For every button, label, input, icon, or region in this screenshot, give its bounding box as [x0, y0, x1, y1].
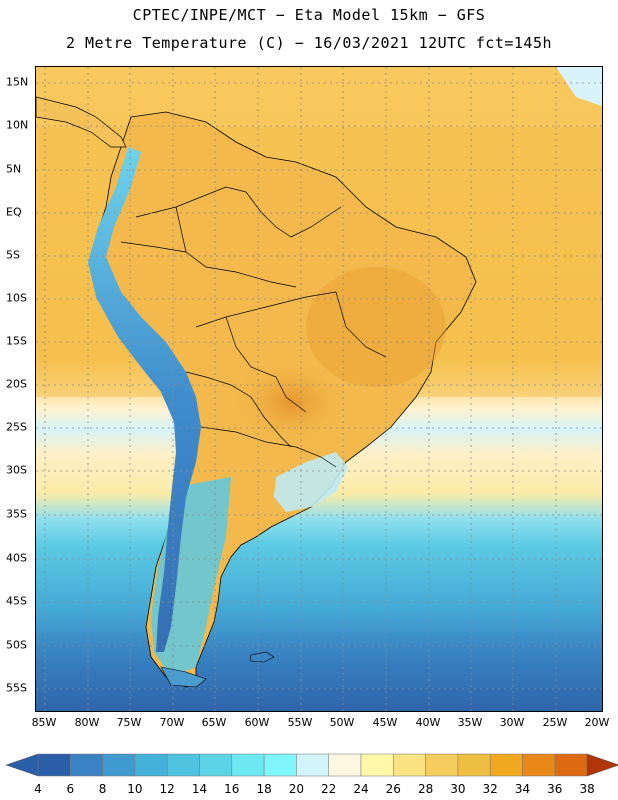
- central-america: [36, 96, 127, 148]
- colorbar-label: 22: [321, 782, 337, 796]
- colorbar-label: 24: [353, 782, 369, 796]
- lon-label-65w: 65W: [201, 716, 227, 729]
- lon-label-70w: 70W: [159, 716, 185, 729]
- lat-label-10s: 10S: [6, 291, 27, 305]
- colorbar-swatch: [425, 753, 459, 777]
- colorbar-label: 4: [34, 782, 42, 796]
- colorbar-label: 28: [417, 782, 434, 796]
- colorbar-swatch: [263, 753, 297, 777]
- colorbar-swatch: [328, 753, 362, 777]
- lon-label-75w: 75W: [116, 716, 142, 729]
- lon-label-55w: 55W: [287, 716, 313, 729]
- colorbar-label: 18: [256, 782, 272, 796]
- colorbar-swatch: [134, 753, 168, 777]
- colorbar-low-arrow: [5, 753, 39, 777]
- lat-label-40s: 40S: [6, 551, 27, 565]
- lon-label-80w: 80W: [74, 716, 100, 729]
- lat-label-eq: EQ: [6, 205, 22, 219]
- title-line-2: 2 Metre Temperature (C) − 16/03/2021 12U…: [65, 34, 553, 52]
- colorbar-label: 20: [288, 782, 305, 796]
- lat-lon-grid: [36, 67, 602, 711]
- caribbean-cool-patch: [556, 67, 602, 107]
- colorbar-swatch: [166, 753, 200, 777]
- lon-label-45w: 45W: [372, 716, 398, 729]
- colorbar-label: 6: [66, 782, 75, 796]
- temperature-colorbar: [5, 753, 618, 777]
- lon-label-40w: 40W: [415, 716, 441, 729]
- colorbar-label: 14: [191, 782, 208, 796]
- colorbar-swatch: [37, 753, 71, 777]
- lat-label-5n: 5N: [6, 162, 22, 176]
- colorbar-label: 32: [482, 782, 498, 796]
- colorbar-swatch: [522, 753, 556, 777]
- colorbar-label: 30: [450, 782, 466, 796]
- andes-cold-ridge: [88, 147, 201, 652]
- lon-label-60w: 60W: [244, 716, 270, 729]
- colorbar-label: 34: [514, 782, 531, 796]
- colorbar-label: 36: [547, 782, 563, 796]
- lat-label-15n: 15N: [6, 75, 29, 89]
- colorbar-swatch: [199, 753, 233, 777]
- temperature-map: [35, 66, 603, 712]
- title-line-1: CPTEC/INPE/MCT − Eta Model 15km − GFS: [132, 6, 486, 24]
- uruguay-cool: [274, 452, 348, 512]
- colorbar-high-arrow: [586, 753, 618, 777]
- lon-label-20w: 20W: [584, 716, 610, 729]
- colorbar-label: 38: [579, 782, 595, 796]
- heat-core: [231, 357, 351, 447]
- colorbar-label: 10: [127, 782, 143, 796]
- lat-label-30s: 30S: [6, 463, 27, 477]
- lat-label-55s: 55S: [6, 681, 27, 695]
- lon-label-35w: 35W: [457, 716, 483, 729]
- lat-label-20s: 20S: [6, 377, 27, 391]
- colorbar-label: 8: [98, 782, 107, 796]
- map-canvas: [36, 67, 602, 711]
- colorbar-swatch: [231, 753, 265, 777]
- lat-label-35s: 35S: [6, 507, 27, 521]
- lat-label-50s: 50S: [6, 638, 27, 652]
- colorbar-swatch: [554, 753, 588, 777]
- colorbar-swatch: [102, 753, 136, 777]
- colorbar-swatch: [457, 753, 491, 777]
- lon-label-30w: 30W: [499, 716, 525, 729]
- colorbar-label: 16: [224, 782, 240, 796]
- lon-label-50w: 50W: [329, 716, 355, 729]
- colorbar-label: 26: [385, 782, 401, 796]
- heat-core-brazil: [306, 267, 446, 387]
- falkland-islands: [249, 651, 275, 663]
- lat-label-10n: 10N: [6, 118, 29, 132]
- colorbar-swatch: [489, 753, 523, 777]
- tierra-del-fuego: [160, 666, 207, 688]
- colorbar-swatch: [393, 753, 426, 777]
- lon-label-25w: 25W: [542, 716, 568, 729]
- colorbar-swatch: [296, 753, 329, 777]
- lat-label-5s: 5S: [6, 248, 20, 262]
- lon-label-85w: 85W: [31, 716, 57, 729]
- lat-label-25s: 25S: [6, 420, 27, 434]
- colorbar-swatch: [360, 753, 394, 777]
- lat-label-15s: 15S: [6, 334, 27, 348]
- lat-label-45s: 45S: [6, 594, 27, 608]
- colorbar-label: 12: [159, 782, 175, 796]
- colorbar-swatch: [70, 753, 103, 777]
